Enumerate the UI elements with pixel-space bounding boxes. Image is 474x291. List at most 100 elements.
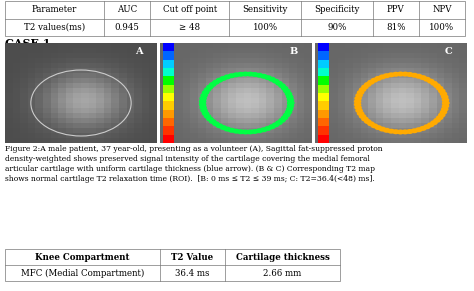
Bar	[175, 98, 183, 103]
Circle shape	[201, 93, 208, 98]
Bar	[330, 68, 338, 73]
Circle shape	[392, 72, 400, 77]
Bar	[259, 118, 266, 123]
Bar	[315, 118, 323, 123]
Bar	[228, 68, 236, 73]
Bar	[323, 133, 330, 138]
Circle shape	[285, 110, 292, 115]
Bar	[330, 88, 338, 93]
Bar	[81, 43, 89, 48]
Circle shape	[423, 124, 431, 129]
Bar	[346, 83, 353, 88]
Bar	[228, 63, 236, 68]
Bar	[119, 133, 127, 138]
Bar	[289, 58, 297, 63]
Bar	[318, 60, 328, 68]
Bar	[13, 83, 20, 88]
Circle shape	[278, 83, 286, 88]
Bar	[274, 108, 282, 113]
Bar	[5, 249, 340, 281]
Bar	[383, 123, 391, 128]
Bar	[142, 128, 149, 133]
Bar	[236, 73, 244, 78]
Bar	[160, 73, 168, 78]
Bar	[459, 53, 467, 58]
Bar	[323, 108, 330, 113]
Circle shape	[272, 122, 280, 127]
Bar	[304, 108, 312, 113]
Bar	[251, 48, 259, 53]
Bar	[73, 83, 81, 88]
Text: 36.4 ms: 36.4 ms	[175, 269, 210, 278]
Bar	[429, 58, 437, 63]
Bar	[20, 133, 28, 138]
Bar	[452, 138, 459, 143]
Bar	[444, 53, 452, 58]
Bar	[437, 73, 444, 78]
Bar	[96, 93, 104, 98]
Bar	[251, 78, 259, 83]
Bar	[111, 88, 119, 93]
Bar	[168, 68, 175, 73]
Circle shape	[361, 84, 369, 89]
Bar	[274, 48, 282, 53]
Bar	[346, 73, 353, 78]
Bar	[127, 133, 134, 138]
Bar	[191, 138, 198, 143]
Bar	[259, 113, 266, 118]
Bar	[43, 78, 51, 83]
Bar	[376, 63, 383, 68]
Bar	[28, 43, 36, 48]
Bar	[198, 98, 206, 103]
Bar	[89, 43, 96, 48]
Bar	[111, 68, 119, 73]
Bar	[266, 113, 274, 118]
Bar	[289, 93, 297, 98]
Bar	[391, 68, 399, 73]
Bar	[289, 118, 297, 123]
Bar	[236, 108, 244, 113]
Bar	[198, 88, 206, 93]
Bar	[111, 93, 119, 98]
Bar	[353, 68, 361, 73]
Bar	[338, 63, 346, 68]
Bar	[175, 128, 183, 133]
Circle shape	[367, 121, 374, 126]
Bar	[338, 113, 346, 118]
Bar	[304, 63, 312, 68]
Bar	[318, 85, 328, 93]
Bar	[236, 118, 244, 123]
Bar	[304, 98, 312, 103]
Bar	[104, 43, 111, 48]
Bar	[391, 73, 399, 78]
Bar	[421, 103, 429, 108]
Bar	[28, 133, 36, 138]
Bar	[13, 123, 20, 128]
Bar	[421, 73, 429, 78]
Bar	[315, 83, 323, 88]
Bar	[399, 83, 406, 88]
Bar	[452, 58, 459, 63]
Bar	[160, 128, 168, 133]
Bar	[297, 68, 304, 73]
Bar	[437, 108, 444, 113]
Bar	[421, 128, 429, 133]
Bar	[444, 113, 452, 118]
Bar	[149, 73, 157, 78]
Bar	[43, 138, 51, 143]
Bar	[198, 48, 206, 53]
Bar	[73, 68, 81, 73]
Bar	[5, 68, 13, 73]
Bar	[251, 53, 259, 58]
Bar	[175, 138, 183, 143]
Bar	[318, 135, 328, 143]
Bar	[330, 43, 338, 48]
Bar	[304, 138, 312, 143]
Bar	[111, 138, 119, 143]
Bar	[315, 123, 323, 128]
Bar	[236, 53, 244, 58]
Bar	[414, 48, 421, 53]
Bar	[346, 138, 353, 143]
Bar	[111, 63, 119, 68]
Bar	[399, 128, 406, 133]
